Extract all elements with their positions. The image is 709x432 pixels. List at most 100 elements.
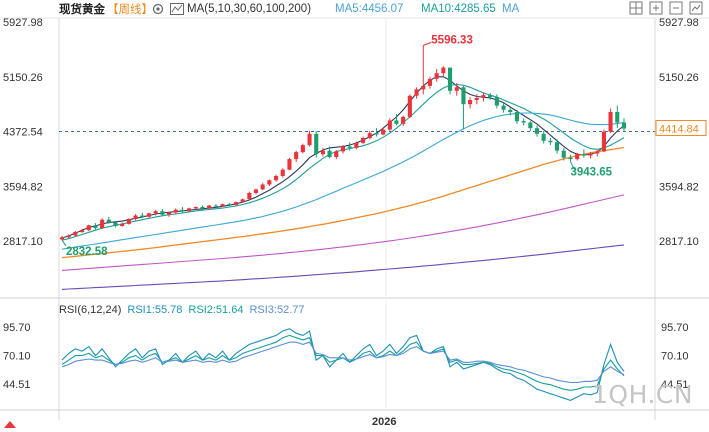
candle-body (340, 146, 345, 152)
candle-body (66, 235, 71, 238)
ma-more-label: MA (502, 3, 520, 15)
candle-body (514, 112, 519, 122)
candle-body (481, 95, 486, 98)
candle-body (414, 89, 419, 96)
zoom-in-icon[interactable] (649, 1, 663, 15)
rsi-line-rsi2 (61, 334, 625, 391)
candle-body (394, 120, 399, 124)
candle-body (474, 97, 479, 100)
low-annotation-leader (570, 161, 575, 170)
candle-body (575, 154, 580, 160)
candle-body (274, 176, 279, 181)
rsi-y-tick-left: 44.51 (3, 379, 31, 391)
candle-body (608, 112, 613, 132)
zoom-out-icon[interactable] (669, 1, 683, 15)
candle-body (106, 219, 111, 223)
candle-body (133, 215, 138, 219)
ma-settings-icon[interactable] (152, 3, 164, 15)
candle-body (354, 142, 359, 148)
candle-body (548, 140, 553, 143)
candle-body (173, 209, 178, 213)
y-tick-label-left: 2817.10 (3, 236, 43, 248)
candle-body (294, 152, 299, 160)
y-tick-label-right: 5927.98 (659, 17, 699, 29)
header-period[interactable]: 【周线】 (107, 4, 153, 16)
candle-body (461, 87, 466, 105)
candle-body (521, 121, 526, 123)
candle-body (508, 109, 513, 112)
chart-icon[interactable] (689, 1, 703, 15)
high-annotation-leader (423, 41, 432, 46)
candle-body (448, 67, 453, 91)
header-title: 现货黄金 (59, 4, 105, 16)
candle-body (247, 192, 252, 200)
y-tick-label-right: 3594.82 (659, 181, 699, 193)
ma10-label: MA10:4285.65 (421, 3, 496, 15)
y-tick-label-left: 5927.98 (3, 17, 43, 29)
candle-body (280, 169, 285, 176)
candle-body (160, 211, 165, 215)
rsi-y-tick-right: 70.10 (661, 350, 689, 362)
candle-body (427, 78, 432, 86)
candle-body (100, 219, 105, 229)
ma-line-ma30 (61, 112, 625, 250)
candle-body (113, 222, 118, 226)
start-low-annotation-leader (61, 239, 67, 247)
candle-body (240, 199, 245, 203)
rsi1-label: RSI1:55.78 (127, 304, 183, 316)
candle-body (307, 133, 312, 146)
candle-body (267, 180, 272, 185)
candle-body (86, 225, 91, 231)
candle-body (555, 142, 560, 151)
candle-body (361, 138, 366, 143)
ma-params-label: MA(5,10,30,60,100,200) (187, 3, 312, 15)
candle-body (367, 133, 372, 138)
candle-body (207, 205, 212, 209)
candle-body (601, 131, 606, 152)
candle-body (407, 95, 412, 117)
candle-body (581, 154, 586, 156)
candle-body (220, 204, 225, 207)
y-tick-label-right: 5150.26 (659, 72, 699, 84)
candle-body (615, 112, 620, 123)
candle-body (233, 202, 238, 205)
current-price-tag-label: 4414.84 (659, 124, 699, 136)
candle-body (126, 219, 131, 224)
candle-body (227, 204, 232, 206)
watermark: 1QH.CN (592, 380, 694, 409)
rsi-line-rsi3 (61, 341, 625, 384)
candle-body (320, 150, 325, 155)
ma-chart-icon[interactable] (170, 3, 184, 15)
y-tick-label-left: 3594.82 (3, 181, 43, 193)
candle-body (561, 150, 566, 158)
candle-body (441, 67, 446, 74)
candle-body (568, 157, 573, 160)
candle-body (468, 100, 473, 105)
rsi-y-tick-left: 95.70 (3, 322, 31, 334)
grid-icon[interactable] (629, 1, 643, 15)
rsi-header: RSI(6,12,24) RSI1:55.78 RSI2:51.64 RSI3:… (59, 304, 305, 316)
candle-body (59, 237, 64, 240)
candle-body (213, 205, 218, 207)
corner-marker-bg (0, 418, 42, 432)
candle-body (494, 97, 499, 106)
candle-body (421, 85, 426, 90)
candle-body (347, 146, 352, 148)
candle-body (200, 207, 205, 209)
candle-body (187, 208, 192, 212)
rsi3-label: RSI3:52.77 (249, 304, 305, 316)
candle-body (541, 133, 546, 141)
rsi-params-label: RSI(6,12,24) (59, 304, 122, 316)
candle-body (454, 87, 459, 91)
candle-body (180, 209, 185, 212)
rsi-y-tick-right: 44.51 (661, 379, 689, 391)
candle-body (314, 133, 319, 155)
candle-body (334, 151, 339, 157)
rsi-y-tick-left: 70.10 (3, 350, 31, 362)
candle-body (260, 184, 265, 190)
candle-body (501, 105, 506, 110)
y-tick-label-left: 4372.54 (3, 127, 43, 139)
candle-body (528, 122, 533, 129)
